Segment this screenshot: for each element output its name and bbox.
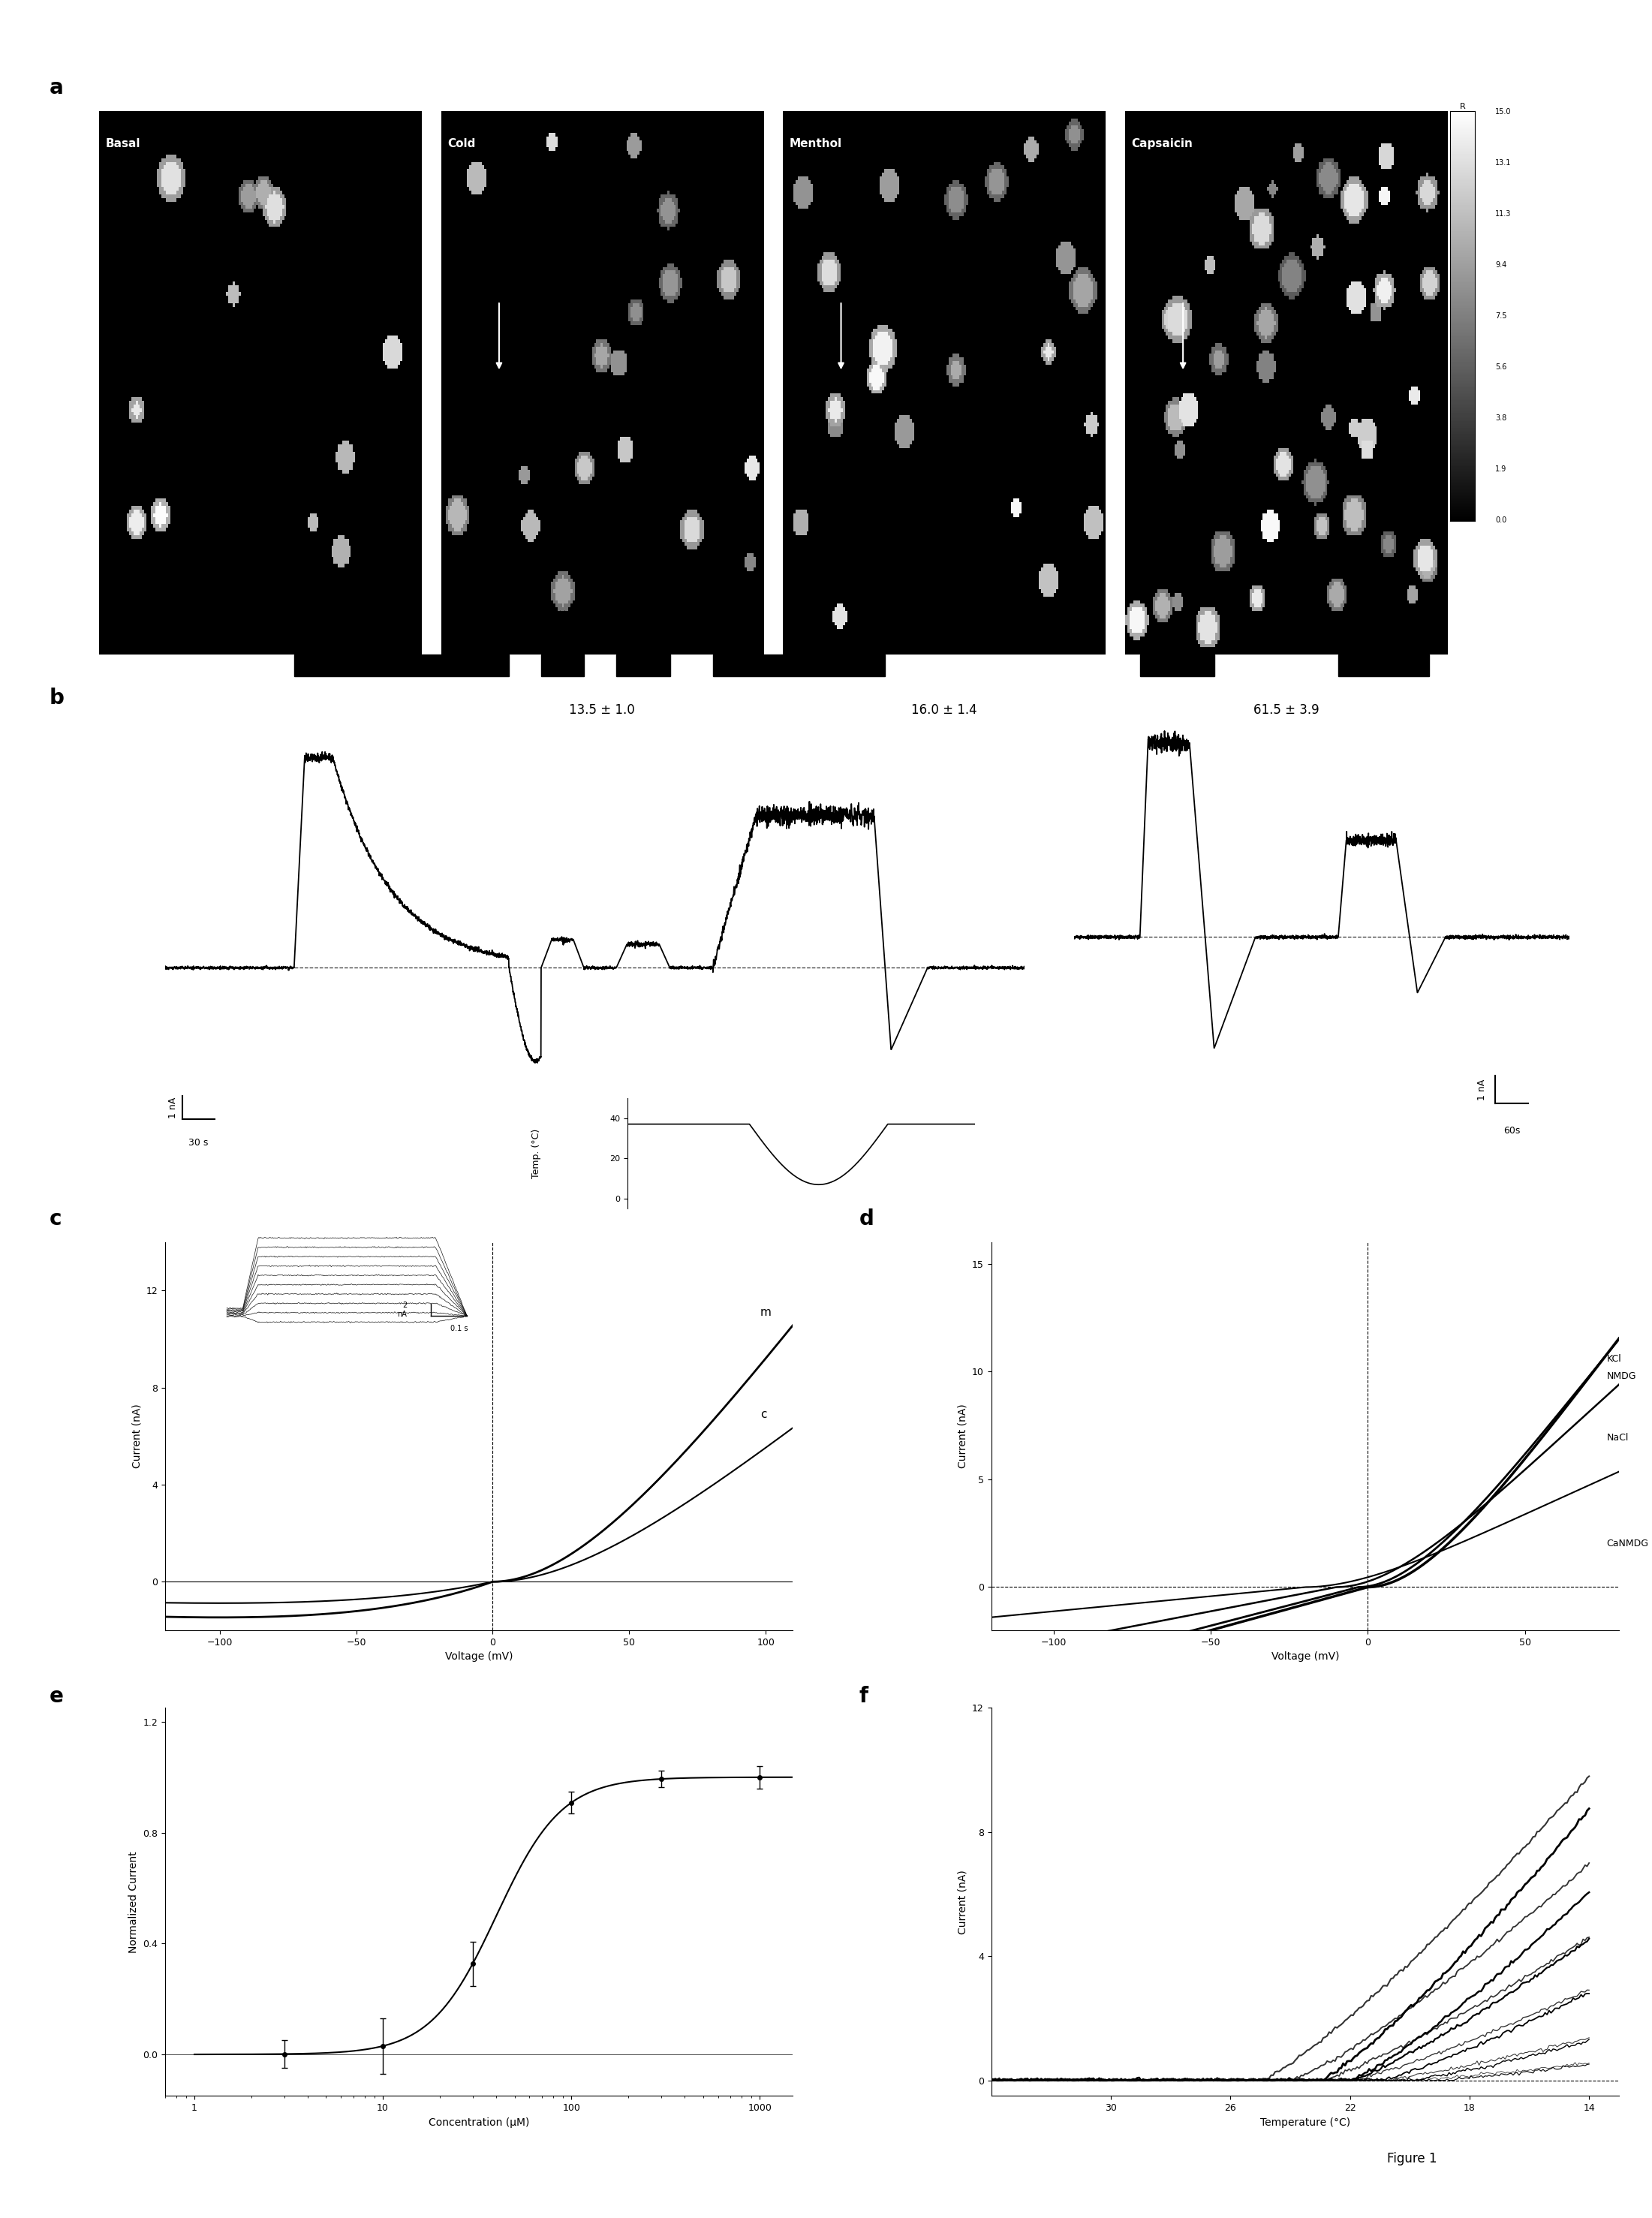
Text: 9.4: 9.4 [1495, 262, 1507, 268]
Text: c: c [50, 1209, 61, 1229]
Text: 5.6: 5.6 [1495, 364, 1507, 370]
Text: 1 nA: 1 nA [169, 1098, 178, 1118]
Text: 1 nA: 1 nA [1477, 1078, 1487, 1100]
Y-axis label: Normalized Current: Normalized Current [129, 1852, 139, 1952]
Text: 1.9: 1.9 [1495, 466, 1507, 472]
Text: cyclohex: cyclohex [558, 608, 567, 650]
Text: menthone: menthone [638, 601, 648, 650]
Text: menthol: menthol [1379, 612, 1388, 650]
X-axis label: Concentration (μM): Concentration (μM) [428, 2118, 530, 2127]
Text: NMDG: NMDG [1606, 1371, 1635, 1382]
Text: 16.0 ± 1.4: 16.0 ± 1.4 [912, 703, 976, 716]
Text: Figure 1: Figure 1 [1388, 2151, 1437, 2165]
Text: f: f [859, 1686, 869, 1706]
Y-axis label: Current (nA): Current (nA) [958, 1870, 968, 1934]
Text: 15.0: 15.0 [1495, 109, 1512, 115]
Text: 0.0: 0.0 [1495, 517, 1507, 523]
Text: 60s: 60s [1503, 1127, 1520, 1136]
Text: 11.3: 11.3 [1495, 211, 1512, 217]
Text: cold: cold [795, 630, 803, 650]
Text: Basal: Basal [106, 138, 140, 149]
Text: b: b [50, 688, 64, 708]
Y-axis label: Current (nA): Current (nA) [957, 1404, 968, 1468]
Text: Menthol: Menthol [790, 138, 843, 149]
Text: m: m [760, 1306, 771, 1317]
Text: c: c [760, 1408, 767, 1420]
Text: 7.5: 7.5 [1495, 313, 1507, 319]
Text: 61.5 ± 3.9: 61.5 ± 3.9 [1254, 703, 1318, 716]
Text: 2
nA: 2 nA [398, 1302, 406, 1317]
Text: Capsaicin: Capsaicin [1132, 138, 1193, 149]
Text: 30 s: 30 s [188, 1138, 208, 1149]
Y-axis label: Current (nA): Current (nA) [132, 1404, 142, 1468]
Text: NaCl: NaCl [1606, 1433, 1629, 1442]
Text: CaNMDG: CaNMDG [1606, 1539, 1649, 1548]
X-axis label: Voltage (mV): Voltage (mV) [1270, 1652, 1340, 1661]
Text: KCl: KCl [1606, 1353, 1621, 1364]
Text: 0.1 s: 0.1 s [451, 1324, 468, 1333]
X-axis label: Temperature (°C): Temperature (°C) [1260, 2118, 1350, 2127]
Y-axis label: Temp. (°C): Temp. (°C) [532, 1129, 540, 1178]
Title: R: R [1460, 102, 1465, 111]
Text: 13.1: 13.1 [1495, 160, 1512, 166]
Text: a: a [50, 78, 64, 98]
Text: d: d [859, 1209, 874, 1229]
X-axis label: Voltage (mV): Voltage (mV) [444, 1652, 514, 1661]
Text: 3.8: 3.8 [1495, 415, 1507, 421]
Text: Cold: Cold [448, 138, 476, 149]
Text: e: e [50, 1686, 64, 1706]
Text: 13.5 ± 1.0: 13.5 ± 1.0 [570, 703, 634, 716]
Text: menthol: menthol [396, 612, 406, 650]
